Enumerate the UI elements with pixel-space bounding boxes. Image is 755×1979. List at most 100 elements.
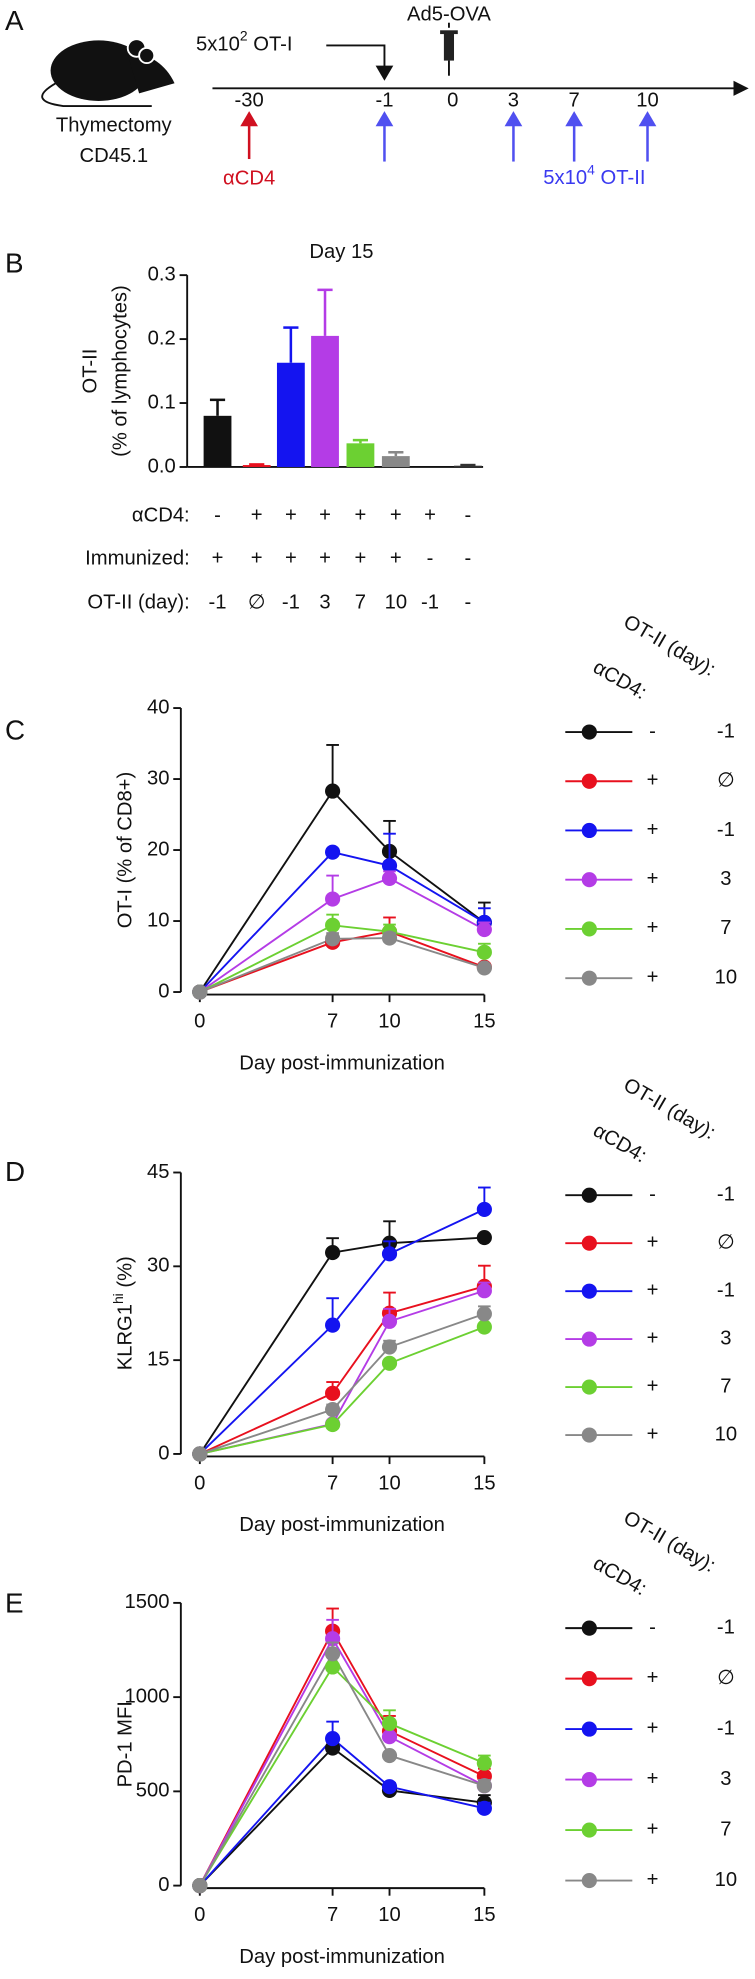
legend-acd4: + <box>647 1667 659 1689</box>
y-tick-label: 30 <box>147 1255 170 1277</box>
series-line <box>199 1208 485 1455</box>
bar <box>346 443 375 467</box>
data-point <box>381 1715 398 1732</box>
immunization-label: Ad5-OVA <box>407 4 491 26</box>
legend-marker <box>581 1671 597 1687</box>
y-tick-label: 0 <box>158 1442 169 1464</box>
legend-header: αCD4: <box>589 1120 650 1168</box>
legend-ot-ii-day: -1 <box>717 819 735 841</box>
mouse-label: CD45.1 <box>80 145 149 167</box>
series-line <box>199 930 485 993</box>
bar <box>276 362 305 467</box>
condition-cell: + <box>424 505 436 527</box>
legend-ot-ii-day: ∅ <box>717 1667 735 1689</box>
legend-acd4: + <box>647 1869 659 1891</box>
data-point <box>192 1446 208 1462</box>
data-point <box>381 1355 398 1371</box>
legend-header: αCD4: <box>589 1552 650 1600</box>
legend-marker <box>581 921 597 937</box>
acd4-label: αCD4 <box>223 168 275 190</box>
condition-cell: - <box>427 547 434 569</box>
timeline-panel: A Thymectomy CD45.1 -30 -1 0 3 7 10 5x10… <box>5 4 749 190</box>
bar <box>311 335 339 467</box>
legend-ot-ii-day: 10 <box>715 966 738 988</box>
legend-acd4: - <box>649 720 656 742</box>
text: 2 <box>240 27 248 43</box>
day-label: 3 <box>508 89 519 111</box>
x-axis-label: Day post-immunization <box>239 1946 445 1968</box>
x-tick-label: 10 <box>378 1011 401 1033</box>
legend-ot-ii-day: -1 <box>717 1717 735 1739</box>
arrow-head <box>240 111 258 127</box>
data-point <box>381 1246 398 1262</box>
legend-acd4: + <box>647 1327 659 1349</box>
legend-acd4: + <box>647 868 659 890</box>
series-line <box>199 1236 485 1455</box>
legend-marker <box>581 1620 597 1636</box>
y-tick-label: 0.1 <box>148 391 176 413</box>
legend-acd4: - <box>649 1616 656 1638</box>
legend-acd4: + <box>647 966 659 988</box>
y-tick-label: 10 <box>147 909 170 931</box>
legend-acd4: + <box>647 917 659 939</box>
mouse-label: Thymectomy <box>56 115 173 137</box>
text: (%) <box>115 1256 137 1293</box>
legend-ot-ii-day: 7 <box>720 1375 731 1397</box>
series-line <box>199 1289 485 1455</box>
legend-ot-ii-day: 3 <box>720 868 731 890</box>
series-line <box>198 1629 485 1887</box>
text: 4 <box>587 161 595 177</box>
x-tick-label: 15 <box>473 1904 496 1926</box>
text: KLRG1 <box>115 1304 137 1370</box>
text: OT-II <box>595 168 646 190</box>
legend-acd4: + <box>647 1423 659 1445</box>
data-point <box>381 1779 398 1795</box>
data-point <box>476 1283 492 1299</box>
x-tick-label: 7 <box>327 1904 338 1926</box>
row-label: Immunized: <box>85 547 190 569</box>
data-point <box>325 1731 341 1747</box>
legend-marker <box>581 872 597 888</box>
legend-header: OT-II (day): <box>620 1074 720 1144</box>
data-point <box>476 1306 492 1322</box>
y-tick-label: 15 <box>147 1348 170 1370</box>
y-tick-label: 0 <box>158 1874 169 1896</box>
condition-cell: -1 <box>421 592 439 614</box>
data-point <box>476 944 492 960</box>
condition-cell: + <box>212 547 224 569</box>
arrow-head <box>733 80 749 96</box>
legend-marker <box>581 1235 597 1251</box>
legend-marker <box>581 1772 597 1788</box>
day-label: -30 <box>235 89 264 111</box>
x-tick-label: 7 <box>327 1011 338 1033</box>
bar <box>454 465 482 467</box>
legend-ot-ii-day: 7 <box>720 1818 731 1840</box>
x-tick-label: 10 <box>378 1904 401 1926</box>
x-tick-label: 15 <box>473 1473 496 1495</box>
legend-ot-ii-day: 10 <box>715 1423 738 1445</box>
condition-cell: + <box>390 505 402 527</box>
day-label: 0 <box>447 89 458 111</box>
series-line <box>199 851 485 993</box>
bar <box>381 456 410 467</box>
legend-marker <box>581 822 597 839</box>
data-point <box>476 921 492 938</box>
x-tick-label: 7 <box>327 1473 338 1495</box>
y-tick-label: 1500 <box>124 1591 169 1613</box>
y-axis-label: KLRG1hi (%) <box>110 1256 137 1370</box>
legend-marker <box>581 1721 597 1737</box>
y-tick-label: 45 <box>147 1161 170 1183</box>
series-line <box>199 1312 485 1455</box>
series-line <box>199 1665 485 1887</box>
data-point <box>325 1401 341 1418</box>
data-point <box>381 930 398 946</box>
ot1-arrow <box>326 44 386 74</box>
x-tick-label: 10 <box>378 1473 401 1495</box>
day-label: -1 <box>375 89 393 111</box>
data-point <box>325 1659 341 1675</box>
data-point <box>381 1313 398 1329</box>
y-tick-label: 0.2 <box>148 327 176 349</box>
legend-acd4: + <box>647 1280 659 1302</box>
text: hi <box>110 1293 126 1304</box>
series-line <box>198 1636 485 1887</box>
